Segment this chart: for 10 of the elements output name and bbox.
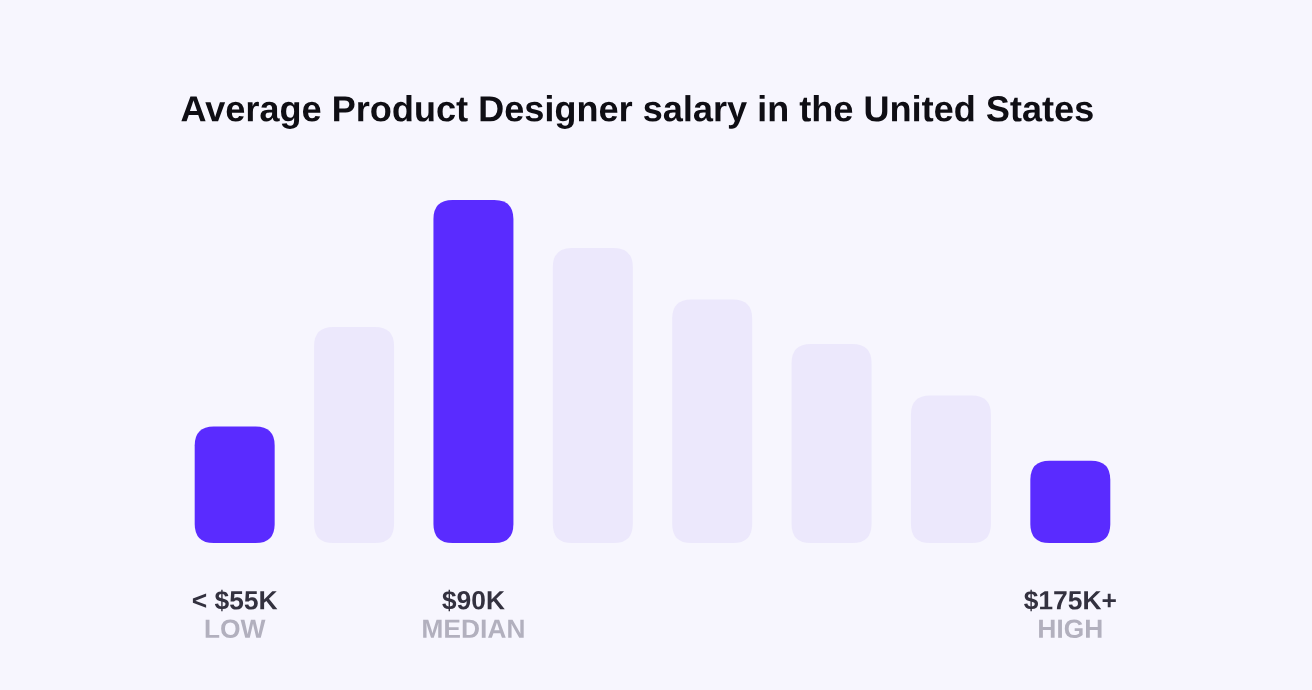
- chart-title: Average Product Designer salary in the United States: [181, 95, 1093, 129]
- text: LOW: [205, 619, 266, 639]
- bar: [1030, 460, 1111, 543]
- text: HIGH: [1039, 619, 1102, 639]
- x-tick-label: $90K: [442, 589, 505, 612]
- x-tick-label: < $55K: [192, 589, 278, 612]
- x-tick-label: $175K+: [1024, 589, 1116, 612]
- text: MEDIAN: [423, 619, 524, 638]
- bar: [433, 200, 514, 543]
- bar: [194, 426, 275, 543]
